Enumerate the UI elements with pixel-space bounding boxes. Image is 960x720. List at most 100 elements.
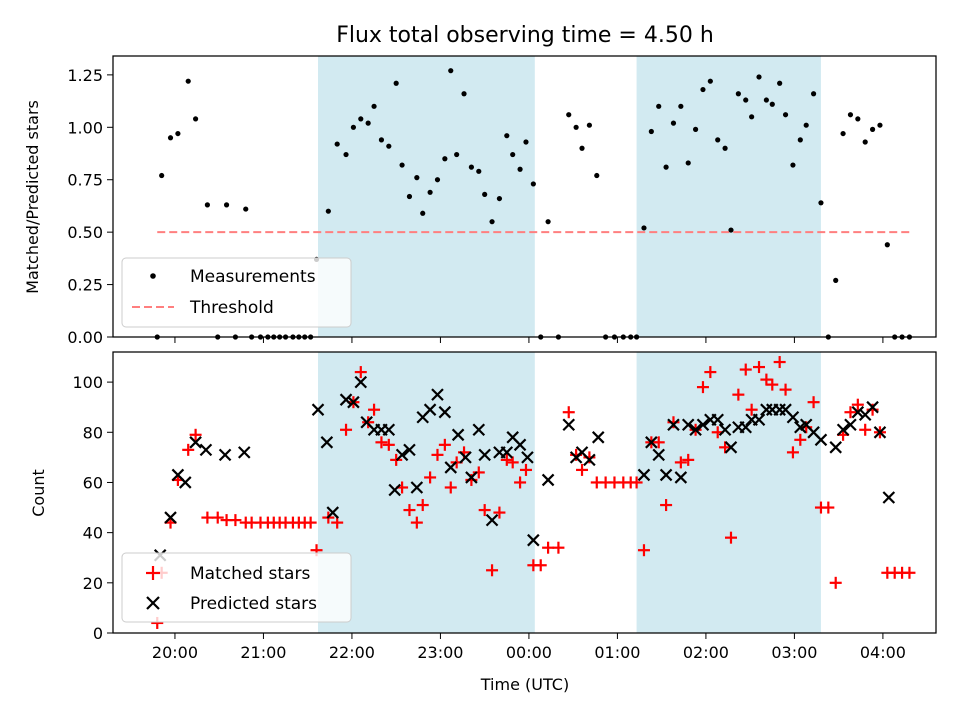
measurement-point	[579, 145, 585, 151]
x-tick-label: 00:00	[506, 643, 552, 662]
top-x-ticks	[174, 337, 884, 343]
predicted-star-point	[724, 441, 738, 454]
measurement-point	[735, 91, 741, 97]
matched-star-point	[382, 438, 395, 451]
measurement-point	[803, 122, 809, 128]
y-tick-label: 1.25	[67, 66, 103, 85]
measurement-point	[797, 137, 803, 143]
measurement-point	[692, 126, 699, 132]
measurement-point	[749, 114, 755, 120]
measurement-point	[399, 162, 405, 168]
measurement-point	[840, 130, 846, 137]
legend-matched-marker	[146, 566, 160, 580]
x-tick-label: 21:00	[240, 643, 286, 662]
matched-star-point	[903, 566, 916, 579]
measurement-point	[192, 116, 199, 122]
predicted-star-point	[237, 446, 251, 459]
bottom-y-ticks: 0 20 40 60 80 100	[72, 373, 113, 643]
predicted-star-point	[814, 433, 828, 447]
measurement-point	[517, 166, 523, 172]
measurement-point	[810, 91, 817, 97]
predicted-star-point	[752, 413, 766, 427]
predicted-star-point	[711, 413, 724, 427]
matched-star-point	[542, 541, 555, 554]
y-tick-label: 40	[83, 524, 103, 543]
measurement-point	[386, 143, 392, 149]
measurement-point	[833, 277, 839, 283]
matched-star-point	[354, 366, 367, 379]
matched-star-point	[745, 403, 758, 416]
measurement-point	[722, 145, 728, 151]
matched-star-point	[472, 466, 485, 479]
measurement-point	[496, 195, 503, 202]
matched-star-point	[182, 443, 195, 456]
measurement-point	[167, 135, 174, 141]
legend-measurements-marker	[150, 273, 156, 279]
matched-star-point	[773, 356, 786, 369]
matched-star-point	[211, 511, 224, 524]
y-tick-label: 100	[72, 373, 103, 392]
matched-star-point	[444, 481, 457, 494]
matched-star-point	[506, 456, 519, 469]
predicted-star-point	[674, 471, 688, 484]
matched-star-point	[844, 406, 857, 419]
legend-measurements-label: Measurements	[190, 267, 316, 287]
measurement-point	[678, 103, 684, 109]
predicted-star-point	[637, 468, 651, 482]
measurement-point	[641, 225, 647, 231]
matched-star-point	[630, 476, 643, 489]
measurement-point	[523, 139, 529, 145]
y-tick-label: 0.75	[67, 171, 103, 190]
measurement-point	[476, 168, 482, 174]
matched-star-point	[331, 516, 344, 529]
measurement-point	[334, 141, 340, 147]
measurement-point	[325, 208, 331, 214]
y-tick-label: 0	[93, 624, 103, 643]
x-tick-label: 04:00	[860, 643, 906, 662]
predicted-star-point	[583, 453, 596, 467]
bottom-axes-frame	[112, 351, 937, 634]
bottom-x-ticks: 20:00 21:00 22:00 23:00 00:00 01:00 02:00 03:00…	[152, 633, 906, 662]
y-tick-label: 20	[83, 574, 103, 593]
measurement-point	[365, 120, 371, 126]
measurement-point	[743, 97, 749, 103]
predicted-star-point	[164, 511, 177, 524]
predicted-star-point	[866, 400, 879, 414]
matched-star-point	[478, 504, 491, 517]
matched-star-point	[438, 438, 451, 451]
bottom-y-axis-label: Count	[29, 469, 48, 517]
x-tick-label: 01:00	[594, 643, 640, 662]
predicted-star-point	[521, 451, 534, 464]
matched-star-point	[637, 544, 650, 557]
matched-star-point	[201, 511, 214, 524]
predicted-star-point	[667, 418, 680, 432]
predicted-star-point	[199, 443, 213, 457]
predicted-star-point	[786, 410, 800, 424]
measurement-point	[175, 130, 181, 137]
matched-star-point	[410, 516, 423, 529]
y-tick-label: 1.00	[67, 118, 103, 137]
measurement-point	[573, 124, 579, 130]
measurement-point	[406, 193, 413, 200]
legend-matched-label: Matched stars	[190, 564, 310, 584]
predicted-star-point	[431, 388, 444, 401]
measurement-point	[448, 68, 454, 74]
predicted-star-point	[500, 446, 514, 459]
measurement-point	[185, 78, 191, 84]
matched-star-point	[562, 406, 575, 419]
measurement-point	[442, 156, 448, 162]
measurement-point	[159, 172, 165, 179]
predicted-star-point	[403, 443, 416, 457]
measurement-point	[869, 126, 876, 132]
matched-star-point	[652, 436, 665, 449]
predicted-star-point	[459, 451, 472, 464]
top-legend: Measurements Threshold	[121, 257, 352, 328]
matched-star-point	[514, 476, 527, 489]
matched-star-point	[431, 448, 444, 461]
matched-star-point	[375, 436, 388, 449]
measurement-point	[566, 112, 572, 118]
measurement-point	[393, 80, 399, 86]
measurement-point	[818, 200, 824, 206]
matched-star-point	[416, 499, 429, 512]
